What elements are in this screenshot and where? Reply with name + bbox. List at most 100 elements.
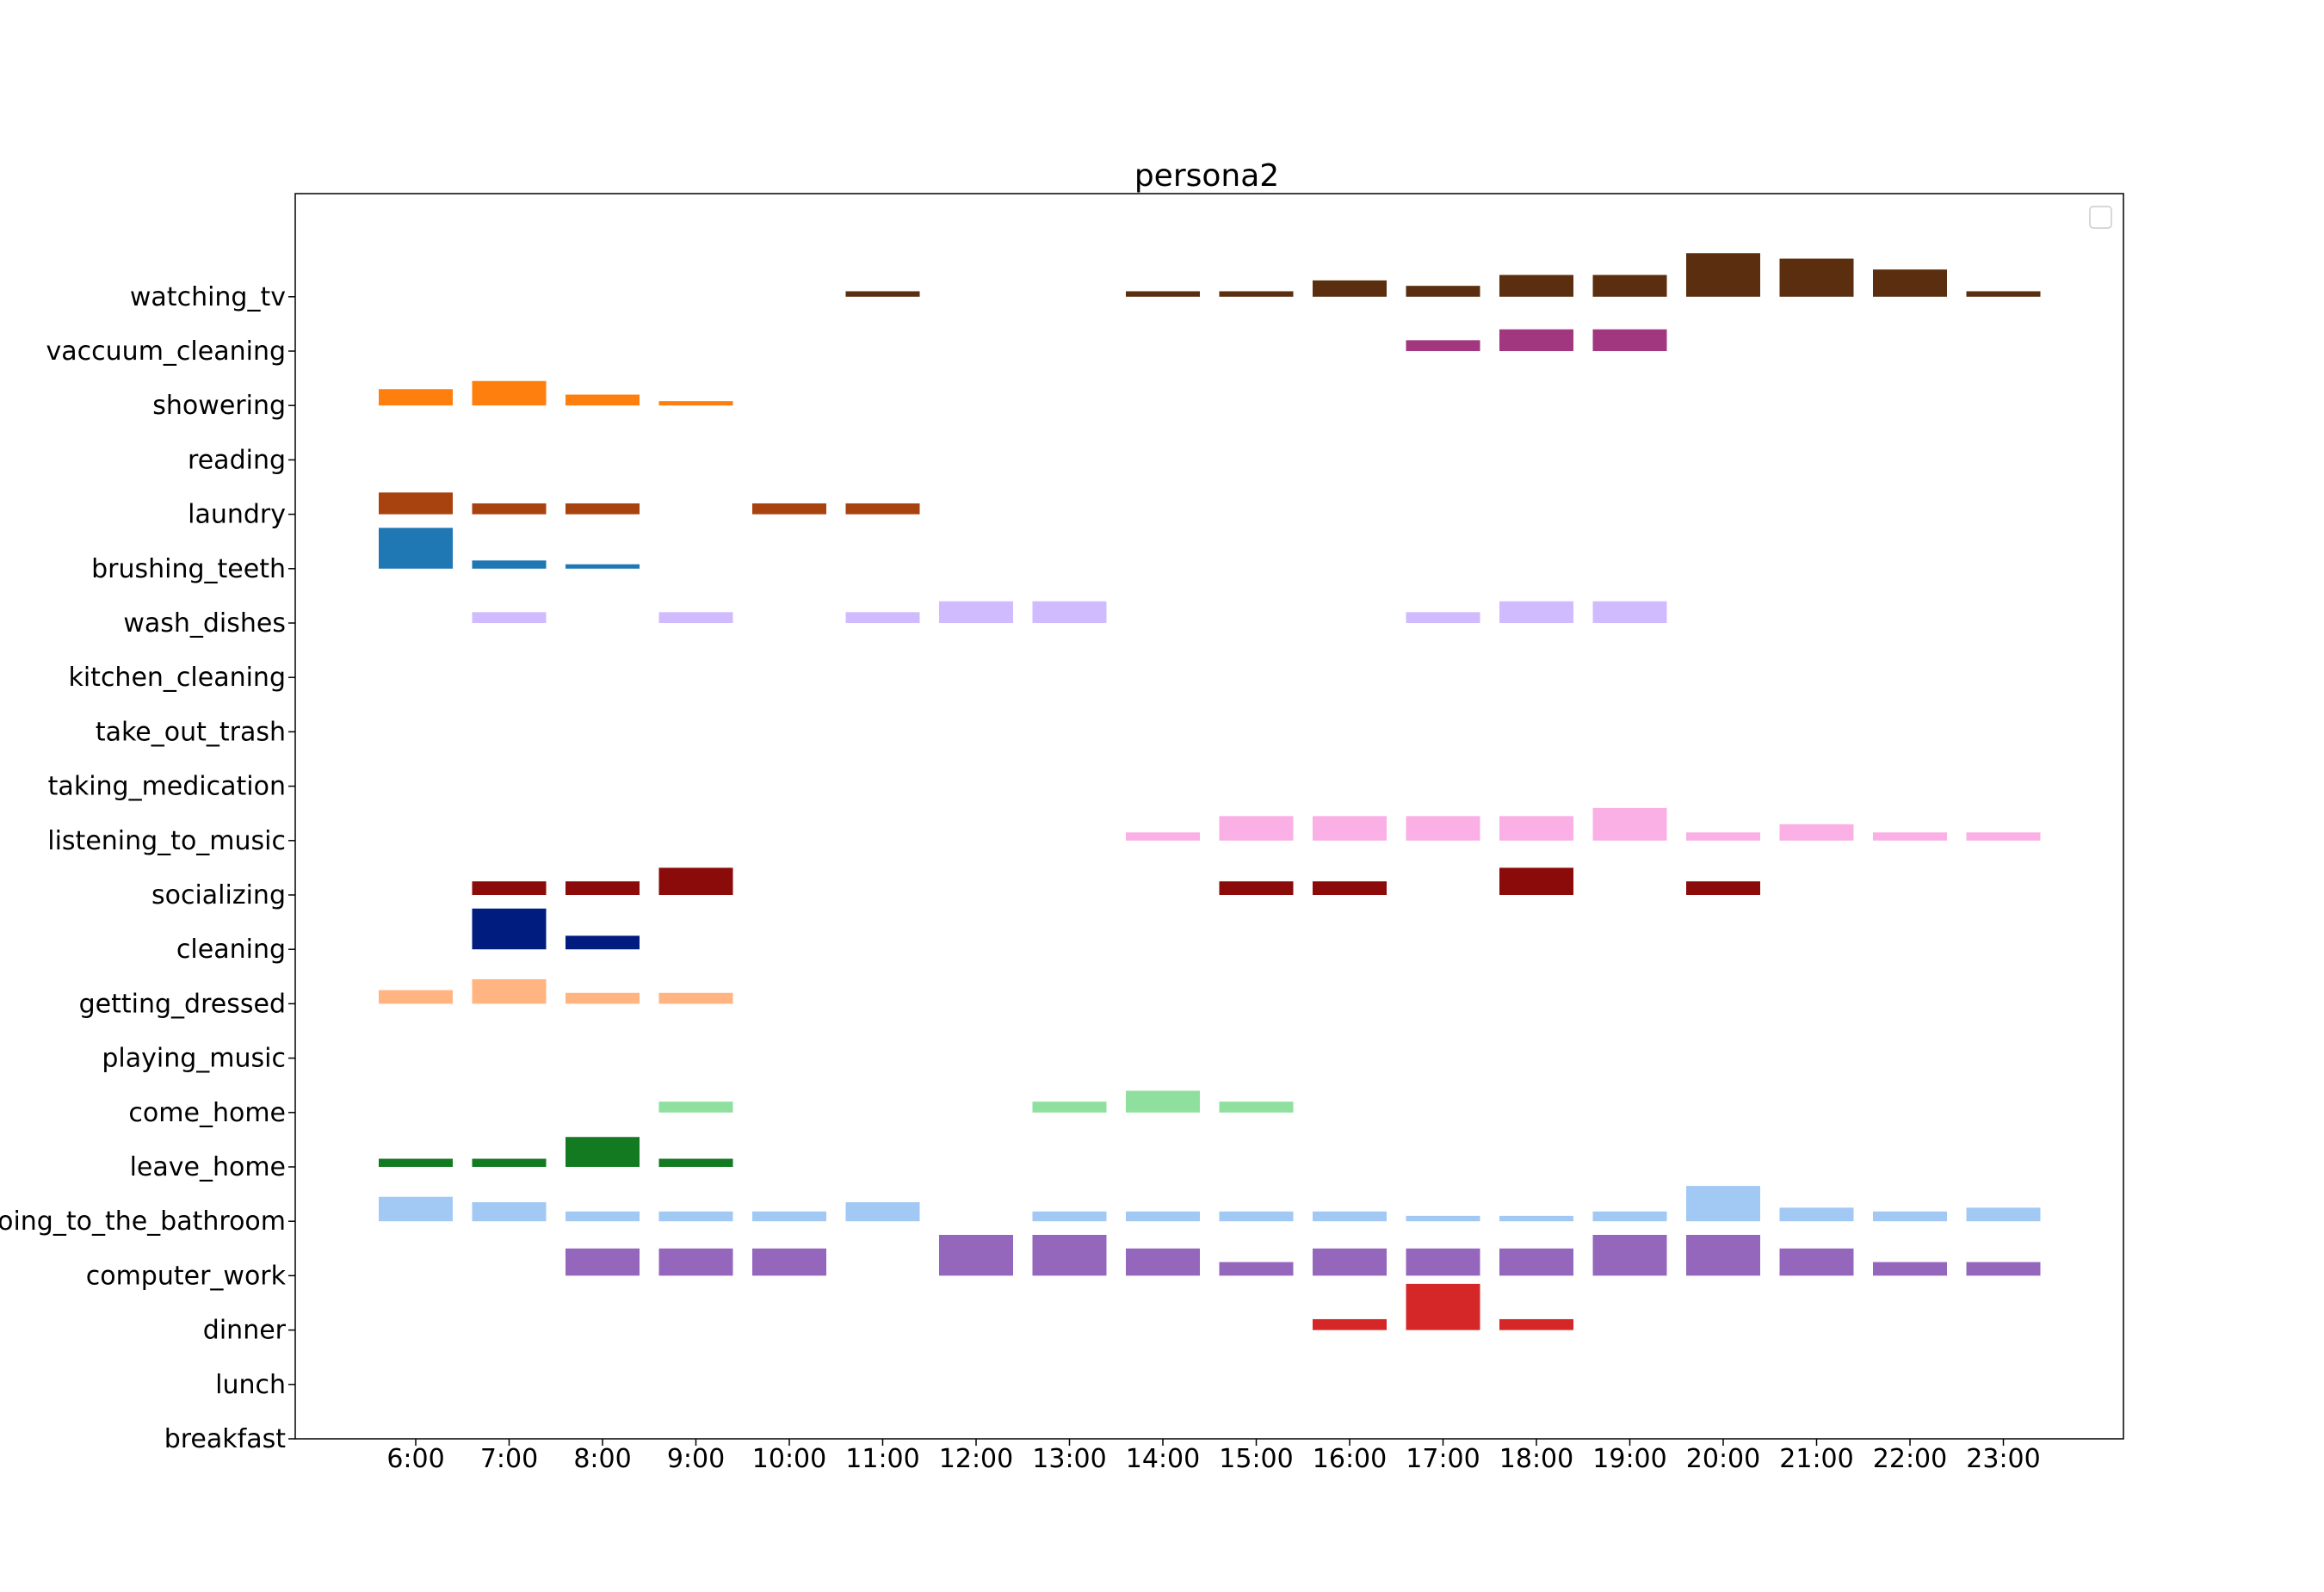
bar-watching_tv-15:00 bbox=[1219, 291, 1294, 297]
bar-going_to_the_bathroom-10:00 bbox=[752, 1211, 826, 1222]
bar-vaccuum_cleaning-18:00 bbox=[1499, 329, 1573, 351]
y-tick-label-brushing_teeth: brushing_teeth bbox=[91, 554, 286, 584]
x-tick-label-12:00: 12:00 bbox=[939, 1444, 1013, 1474]
x-tick-label-23:00: 23:00 bbox=[1966, 1444, 2040, 1474]
y-tick-label-socializing: socializing bbox=[151, 880, 286, 910]
bar-come_home-14:00 bbox=[1126, 1090, 1200, 1113]
bar-watching_tv-18:00 bbox=[1499, 275, 1573, 297]
bar-laundry-6:00 bbox=[379, 492, 453, 515]
x-tick-label-13:00: 13:00 bbox=[1032, 1444, 1106, 1474]
bar-computer_work-20:00 bbox=[1686, 1235, 1760, 1276]
bar-wash_dishes-17:00 bbox=[1406, 612, 1480, 623]
y-tick-label-leave_home: leave_home bbox=[130, 1152, 286, 1182]
x-tick-label-15:00: 15:00 bbox=[1219, 1444, 1293, 1474]
y-axis: breakfast lunch dinner computer_work going_t… bbox=[0, 282, 295, 1454]
bar-socializing-7:00 bbox=[472, 881, 547, 895]
bar-going_to_the_bathroom-8:00 bbox=[566, 1211, 640, 1222]
bar-computer_work-15:00 bbox=[1219, 1262, 1294, 1276]
bar-come_home-15:00 bbox=[1219, 1101, 1294, 1113]
bar-brushing_teeth-6:00 bbox=[379, 528, 453, 569]
x-tick-label-19:00: 19:00 bbox=[1592, 1444, 1666, 1474]
bar-listening_to_music-15:00 bbox=[1219, 816, 1294, 841]
bar-socializing-15:00 bbox=[1219, 881, 1294, 895]
bar-getting_dressed-8:00 bbox=[566, 992, 640, 1004]
y-tick-label-going_to_the_bathroom: going_to_the_bathroom bbox=[0, 1206, 286, 1237]
bar-socializing-20:00 bbox=[1686, 881, 1760, 895]
bar-getting_dressed-7:00 bbox=[472, 978, 547, 1004]
bar-wash_dishes-11:00 bbox=[845, 612, 920, 623]
y-tick-label-lunch: lunch bbox=[215, 1370, 286, 1400]
bar-going_to_the_bathroom-14:00 bbox=[1126, 1211, 1200, 1222]
legend-box bbox=[2089, 206, 2112, 229]
bar-leave_home-9:00 bbox=[658, 1158, 733, 1167]
bar-watching_tv-20:00 bbox=[1686, 253, 1760, 297]
bar-listening_to_music-22:00 bbox=[1873, 832, 1947, 841]
bar-dinner-18:00 bbox=[1499, 1318, 1573, 1330]
y-tick-label-kitchen_cleaning: kitchen_cleaning bbox=[68, 663, 286, 693]
bar-computer_work-21:00 bbox=[1779, 1248, 1854, 1276]
y-tick-label-showering: showering bbox=[152, 391, 286, 421]
bar-watching_tv-23:00 bbox=[1966, 291, 2041, 297]
x-tick-label-10:00: 10:00 bbox=[752, 1444, 826, 1474]
plot-area bbox=[294, 193, 2124, 1440]
bar-getting_dressed-6:00 bbox=[379, 990, 453, 1004]
bar-showering-8:00 bbox=[566, 394, 640, 406]
bar-leave_home-7:00 bbox=[472, 1158, 547, 1167]
bar-watching_tv-16:00 bbox=[1313, 280, 1387, 297]
bar-socializing-18:00 bbox=[1499, 867, 1573, 895]
bar-socializing-16:00 bbox=[1313, 881, 1387, 895]
bar-computer_work-18:00 bbox=[1499, 1248, 1573, 1276]
bar-computer_work-17:00 bbox=[1406, 1248, 1480, 1276]
bar-listening_to_music-17:00 bbox=[1406, 816, 1480, 841]
bar-computer_work-10:00 bbox=[752, 1248, 826, 1276]
bar-going_to_the_bathroom-13:00 bbox=[1032, 1211, 1107, 1222]
bar-listening_to_music-23:00 bbox=[1966, 832, 2041, 841]
bar-watching_tv-22:00 bbox=[1873, 269, 1947, 297]
bar-brushing_teeth-8:00 bbox=[566, 564, 640, 569]
bar-wash_dishes-7:00 bbox=[472, 612, 547, 623]
y-tick-label-laundry: laundry bbox=[188, 500, 286, 530]
bar-listening_to_music-20:00 bbox=[1686, 832, 1760, 841]
bar-vaccuum_cleaning-17:00 bbox=[1406, 340, 1480, 351]
x-tick-label-17:00: 17:00 bbox=[1406, 1444, 1480, 1474]
bar-cleaning-8:00 bbox=[566, 935, 640, 950]
bar-leave_home-6:00 bbox=[379, 1158, 453, 1167]
bar-computer_work-8:00 bbox=[566, 1248, 640, 1276]
y-tick-label-computer_work: computer_work bbox=[86, 1261, 287, 1291]
bar-going_to_the_bathroom-6:00 bbox=[379, 1196, 453, 1222]
y-tick-label-reading: reading bbox=[188, 445, 286, 475]
x-tick-label-16:00: 16:00 bbox=[1313, 1444, 1387, 1474]
bar-showering-6:00 bbox=[379, 389, 453, 406]
bar-showering-7:00 bbox=[472, 380, 547, 406]
y-tick-label-come_home: come_home bbox=[128, 1098, 286, 1128]
x-tick-label-14:00: 14:00 bbox=[1126, 1444, 1200, 1474]
y-tick-label-cleaning: cleaning bbox=[176, 935, 286, 965]
x-tick-label-21:00: 21:00 bbox=[1779, 1444, 1853, 1474]
bar-laundry-10:00 bbox=[752, 503, 826, 515]
bar-going_to_the_bathroom-11:00 bbox=[845, 1202, 920, 1222]
bar-dinner-16:00 bbox=[1313, 1318, 1387, 1330]
bar-come_home-9:00 bbox=[658, 1101, 733, 1113]
bar-watching_tv-17:00 bbox=[1406, 286, 1480, 297]
bar-watching_tv-19:00 bbox=[1592, 275, 1667, 297]
x-tick-label-9:00: 9:00 bbox=[667, 1444, 725, 1474]
bar-dinner-17:00 bbox=[1406, 1283, 1480, 1330]
x-tick-label-8:00: 8:00 bbox=[573, 1444, 631, 1474]
x-tick-label-18:00: 18:00 bbox=[1499, 1444, 1573, 1474]
bar-leave_home-8:00 bbox=[566, 1137, 640, 1167]
bar-going_to_the_bathroom-20:00 bbox=[1686, 1186, 1760, 1222]
bar-listening_to_music-16:00 bbox=[1313, 816, 1387, 841]
bar-listening_to_music-18:00 bbox=[1499, 816, 1573, 841]
bar-cleaning-7:00 bbox=[472, 908, 547, 950]
bar-watching_tv-21:00 bbox=[1779, 258, 1854, 297]
y-tick-label-breakfast: breakfast bbox=[164, 1424, 287, 1454]
y-tick-label-dinner: dinner bbox=[203, 1316, 287, 1346]
bar-vaccuum_cleaning-19:00 bbox=[1592, 329, 1667, 351]
bar-watching_tv-11:00 bbox=[845, 291, 920, 297]
y-tick-label-listening_to_music: listening_to_music bbox=[47, 826, 286, 856]
bar-going_to_the_bathroom-15:00 bbox=[1219, 1211, 1294, 1222]
bar-socializing-9:00 bbox=[658, 867, 733, 895]
bar-computer_work-9:00 bbox=[658, 1248, 733, 1276]
bar-going_to_the_bathroom-18:00 bbox=[1499, 1215, 1573, 1222]
